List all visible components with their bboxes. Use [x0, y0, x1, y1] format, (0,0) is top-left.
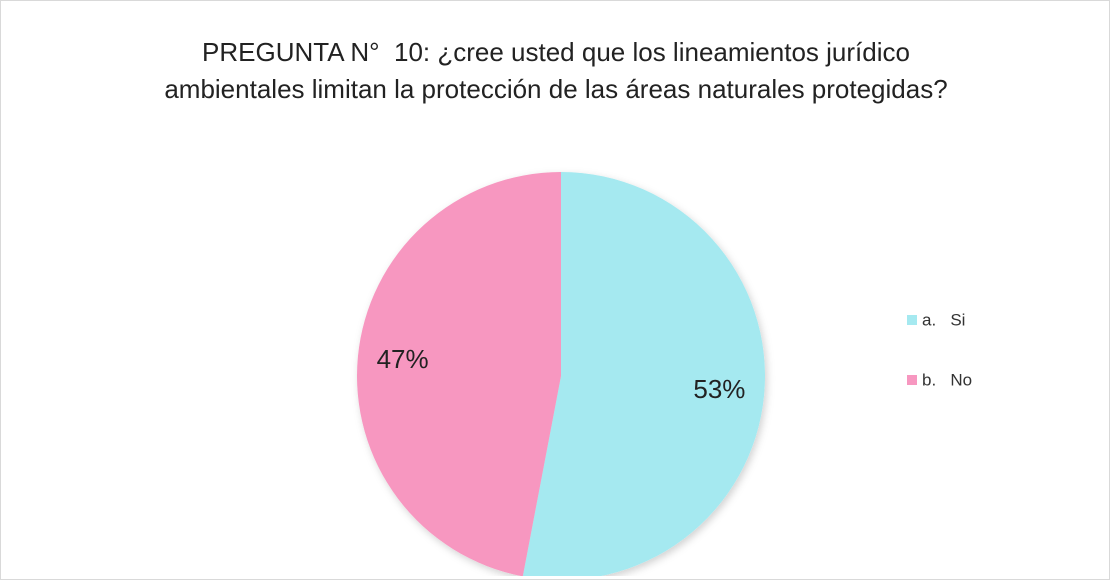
legend-label: b. No	[922, 370, 972, 389]
legend-label: a. Si	[922, 310, 965, 329]
pie	[357, 172, 765, 576]
legend-swatch	[907, 375, 917, 385]
pie-slice	[357, 172, 561, 576]
data-label: 53%	[693, 374, 745, 404]
legend-swatch	[907, 315, 917, 325]
pie-slice	[522, 172, 765, 576]
chart-title: PREGUNTA N° 10: ¿cree usted que los line…	[164, 37, 948, 104]
data-label: 47%	[377, 344, 429, 374]
